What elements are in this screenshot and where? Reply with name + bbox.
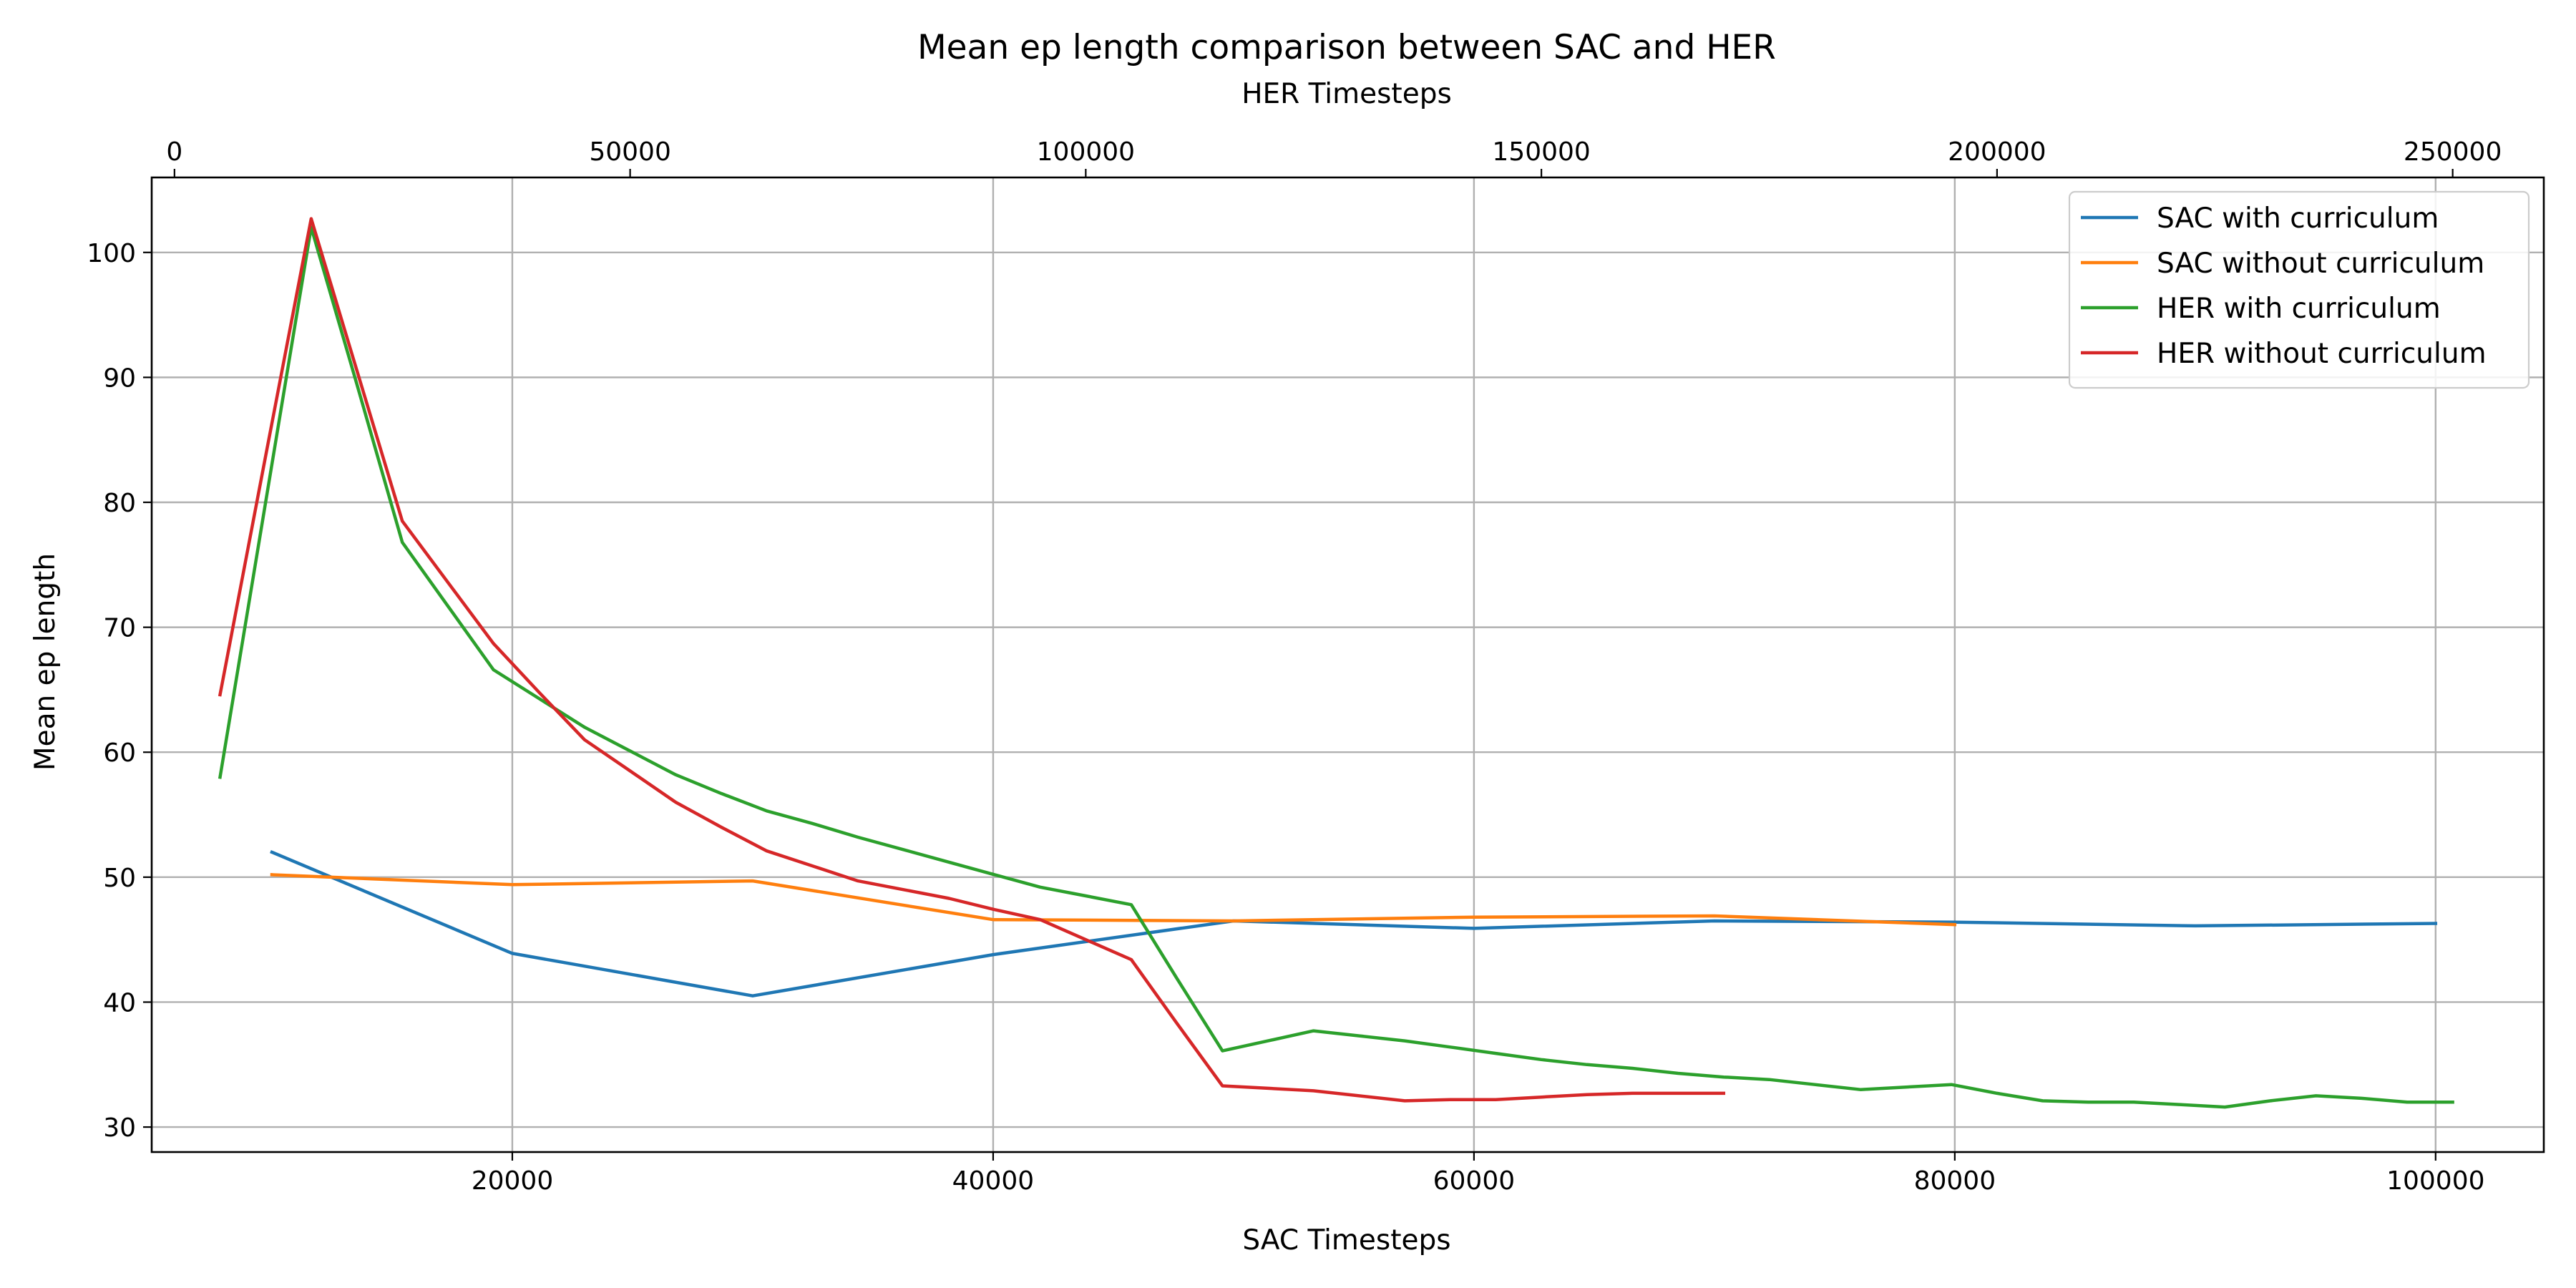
x2-tick-label: 250000: [2404, 137, 2502, 167]
series-line-3: [218, 225, 2454, 1109]
y-tick-label: 70: [103, 614, 136, 643]
top-x-axis-label: HER Timesteps: [1241, 78, 1452, 110]
legend-label: SAC with curriculum: [2157, 203, 2439, 235]
chart-title: Mean ep length comparison between SAC an…: [917, 28, 1776, 67]
series-line-1: [270, 849, 2438, 997]
x2-tick-label: 150000: [1492, 137, 1590, 167]
series-lines: [218, 217, 2454, 1109]
y-tick-label: 50: [103, 864, 136, 893]
y-tick-label: 80: [103, 489, 136, 518]
series-line-2: [270, 873, 1957, 927]
plot-frame: [150, 176, 2545, 1153]
x-tick-label: 80000: [1914, 1166, 1996, 1196]
x-tick-label: 60000: [1433, 1166, 1516, 1196]
x-tick-label: 20000: [472, 1166, 554, 1196]
x-tick-label: 100000: [2386, 1166, 2484, 1196]
y-axis-label: Mean ep length: [29, 553, 62, 771]
legend-label: SAC without curriculum: [2157, 248, 2484, 280]
axes: 20000 40000 60000 80000 100000 0 50000 100000 15…: [87, 137, 2545, 1196]
y-tick-label: 90: [103, 364, 136, 393]
legend-label: HER with curriculum: [2157, 293, 2441, 325]
series-line-4: [218, 217, 1726, 1103]
legend-box: [2068, 190, 2530, 389]
legend-label: HER without curriculum: [2157, 338, 2487, 370]
x2-tick-label: 50000: [589, 137, 671, 167]
x-tick-label: 40000: [952, 1166, 1035, 1196]
x2-tick-label: 200000: [1948, 137, 2046, 167]
y-tick-label: 100: [87, 239, 136, 268]
y-tick-label: 30: [103, 1113, 136, 1143]
x2-tick-label: 100000: [1037, 137, 1135, 167]
y-tick-label: 40: [103, 988, 136, 1018]
x2-tick-label: 0: [166, 137, 182, 167]
bottom-x-axis-label: SAC Timesteps: [1242, 1224, 1450, 1257]
y-tick-label: 60: [103, 738, 136, 768]
legend: SAC with curriculum SAC without curriculu…: [2068, 190, 2530, 389]
